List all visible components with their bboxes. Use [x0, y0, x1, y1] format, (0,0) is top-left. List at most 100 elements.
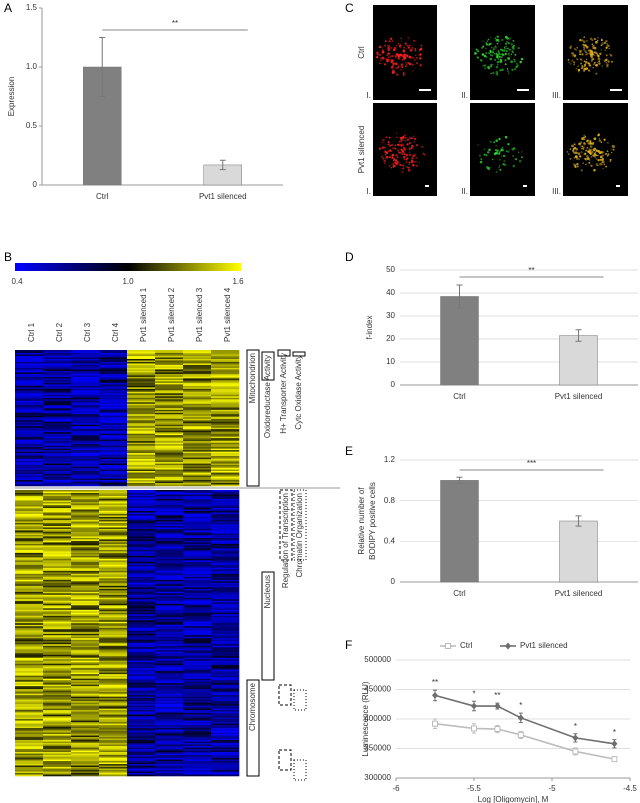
- heatmap-cell: [127, 509, 156, 512]
- heatmap-cell: [43, 494, 72, 497]
- cell-signal: [612, 148, 615, 151]
- heatmap-cell: [183, 735, 212, 738]
- cell-signal: [611, 151, 613, 154]
- heatmap-cell: [211, 657, 240, 660]
- heatmap-cell: [183, 420, 212, 423]
- heatmap-cell: [127, 412, 156, 415]
- cell-signal: [420, 47, 423, 50]
- cell-signal: [506, 40, 508, 43]
- heatmap-cell: [43, 617, 72, 620]
- heatmap-cell: [183, 665, 212, 667]
- heatmap-cell: [155, 351, 184, 354]
- heatmap-cell: [71, 677, 100, 679]
- heatmap-cell: [43, 663, 72, 666]
- cell-signal: [595, 158, 598, 160]
- heatmap-cell: [43, 608, 72, 611]
- cell-signal: [501, 52, 504, 56]
- heatmap-cell: [71, 753, 100, 756]
- cell-signal: [512, 164, 516, 168]
- heatmap-cell: [211, 507, 240, 510]
- heatmap-cell: [99, 705, 128, 708]
- heatmap-cell: [99, 445, 128, 448]
- heatmap-cell: [43, 704, 72, 706]
- heatmap-cell: [15, 729, 44, 732]
- heatmap-cell: [71, 654, 100, 657]
- cell-signal: [387, 56, 390, 59]
- heatmap-cell: [183, 465, 212, 467]
- heatmap-cell: [43, 653, 72, 656]
- scale-bar: [425, 185, 429, 187]
- heatmap-cell: [183, 641, 212, 644]
- heatmap-cell: [211, 400, 240, 403]
- heatmap-cell: [71, 549, 100, 552]
- heatmap-cell: [155, 657, 184, 660]
- heatmap-cell: [99, 591, 128, 594]
- cell-signal: [385, 155, 389, 159]
- heatmap-cell: [211, 394, 240, 397]
- heatmap-cell: [127, 367, 156, 370]
- heatmap-cell: [155, 530, 184, 533]
- heatmap-cell: [183, 361, 212, 364]
- heatmap-cell: [15, 542, 44, 545]
- heatmap-cell: [71, 621, 100, 624]
- heatmap-cell: [155, 551, 184, 554]
- heatmap-cell: [183, 468, 212, 470]
- heatmap-cell: [211, 403, 240, 406]
- cell-signal: [507, 150, 510, 153]
- heatmap-cell: [15, 563, 44, 566]
- heatmap-cell: [43, 388, 72, 391]
- marker: [611, 740, 618, 748]
- heatmap-cell: [155, 424, 184, 427]
- heatmap-cell: [15, 695, 44, 697]
- heatmap-cell: [43, 418, 72, 421]
- heatmap-cell: [43, 732, 72, 735]
- heatmap-cell: [99, 683, 128, 685]
- heatmap-cell: [15, 423, 44, 426]
- heatmap-cell: [15, 453, 44, 455]
- cell-signal: [482, 40, 484, 42]
- heatmap-cell: [155, 432, 184, 434]
- heatmap-cell: [211, 569, 240, 572]
- heatmap-cell: [211, 771, 240, 774]
- cell-signal: [402, 164, 405, 167]
- heatmap-cell: [43, 671, 72, 673]
- heatmap-cell: [211, 729, 240, 732]
- heatmap-cell: [43, 575, 72, 578]
- cell-signal: [583, 142, 586, 145]
- heatmap-cell: [211, 626, 240, 629]
- heatmap-cell: [127, 358, 156, 361]
- heatmap-cell: [155, 361, 184, 364]
- heatmap-cell: [211, 635, 240, 638]
- heatmap-cell: [43, 412, 72, 415]
- heatmap-cell: [211, 402, 240, 405]
- heatmap-cell: [71, 417, 100, 420]
- heatmap-cell: [127, 472, 156, 475]
- heatmap-cell: [71, 432, 100, 434]
- heatmap-cell: [155, 656, 184, 659]
- heatmap-cell: [43, 504, 72, 507]
- cell-signal: [588, 70, 591, 72]
- heatmap-cell: [127, 546, 156, 549]
- heatmap-cell: [183, 504, 212, 507]
- heatmap-cell: [99, 587, 128, 590]
- heatmap-cell: [71, 741, 100, 744]
- heatmap-cell: [99, 453, 128, 455]
- heatmap-cell: [155, 441, 184, 443]
- heatmap-cell: [43, 439, 72, 442]
- heatmap-cell: [211, 726, 240, 729]
- heatmap-cell: [127, 629, 156, 632]
- heatmap-cell: [211, 542, 240, 545]
- heatmap-cell: [71, 726, 100, 729]
- heatmap-cell: [43, 557, 72, 560]
- heatmap-cell: [155, 618, 184, 621]
- heatmap-cell: [155, 614, 184, 617]
- cell-signal: [406, 62, 409, 65]
- heatmap-cell: [211, 681, 240, 684]
- heatmap-cell: [183, 491, 212, 494]
- heatmap-cell: [71, 421, 100, 424]
- heatmap-cell: [71, 453, 100, 455]
- heatmap-cell: [43, 495, 72, 498]
- heatmap-cell: [183, 593, 212, 596]
- heatmap-cell: [43, 481, 72, 484]
- cell-signal: [571, 54, 575, 57]
